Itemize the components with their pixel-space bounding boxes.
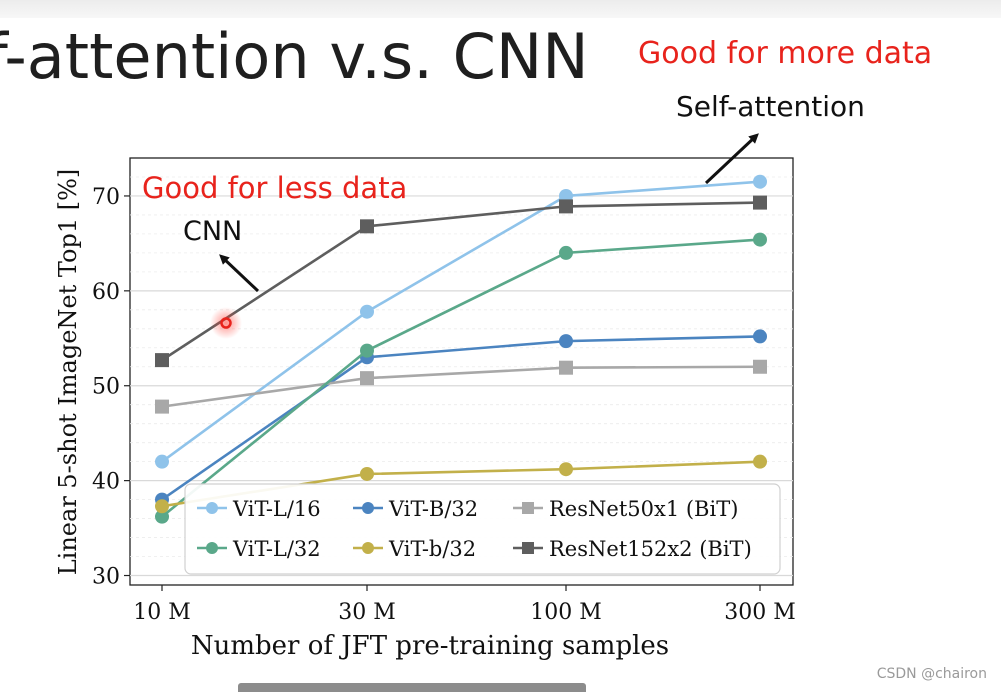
legend-box (184, 483, 781, 575)
data-point-vit-b-32 (559, 334, 573, 349)
series-line-vit-l-32 (161, 238, 761, 518)
series-line-resnet152x2-bit (161, 201, 761, 362)
data-point-vit-b-32 (753, 329, 767, 344)
y-axis-label: Linear 5-shot ImageNet Top1 [%] (54, 169, 82, 576)
data-point-vit-b-32 (753, 454, 767, 469)
x-tick-label: 100 M (530, 600, 602, 625)
y-axis: 30 40 50 60 70 (92, 185, 130, 590)
y-tick-label: 40 (92, 470, 120, 495)
legend-label-resnet50x1-bit: ResNet50x1 (BiT) (549, 497, 738, 521)
legend-marker-vit-b-32 (362, 502, 374, 514)
data-point-vit-l-32 (360, 343, 374, 358)
cursor-icon (220, 317, 232, 329)
data-point-resnet152x2-bit (155, 353, 169, 368)
x-axis: 10 M 30 M 100 M 300 M (133, 585, 796, 625)
data-point-vit-l-16 (155, 454, 169, 469)
x-tick-label: 10 M (133, 600, 191, 625)
x-axis-label: Number of JFT pre-training samples (191, 631, 669, 661)
bottom-scroll-bar[interactable] (238, 683, 586, 692)
data-point-vit-l-32 (753, 232, 767, 247)
arrow-self-attention (704, 133, 759, 185)
data-point-vit-b-32 (155, 499, 169, 514)
slide-title: f-attention v.s. CNN (0, 20, 589, 93)
series-line-vit-b-32 (161, 335, 761, 501)
label-cnn: CNN (183, 216, 242, 247)
note-more-data: Good for more data (638, 36, 933, 71)
data-point-resnet50x1-bit (360, 371, 374, 386)
legend: ViT-L/16 ViT-B/32 ResNet50x1 (BiT) ViT-L/32… (184, 483, 781, 575)
legend-label-vit-b-32: ViT-B/32 (388, 497, 478, 521)
data-point-resnet152x2-bit (360, 219, 374, 234)
data-point-resnet50x1-bit (559, 360, 573, 375)
y-tick-label: 50 (92, 375, 120, 400)
arrow-cnn (219, 254, 260, 293)
label-self-attention: Self-attention (676, 90, 865, 123)
x-tick-label: 30 M (338, 600, 396, 625)
legend-label-vit-l-16: ViT-L/16 (232, 497, 321, 521)
data-point-resnet50x1-bit (753, 359, 767, 374)
legend-marker-vit-l-32 (206, 542, 218, 554)
watermark: CSDN @chairon (876, 666, 987, 682)
legend-marker-resnet50x1-bit (522, 502, 534, 514)
cursor-glow (210, 307, 242, 339)
y-tick-label: 30 (92, 565, 120, 590)
y-tick-label: 60 (92, 280, 120, 305)
series-line-resnet50x1-bit (161, 365, 761, 408)
legend-label-vit-l-32: ViT-L/32 (232, 537, 321, 561)
data-point-vit-b-32 (559, 462, 573, 477)
data-point-resnet152x2-bit (559, 199, 573, 214)
legend-label-resnet152x2-bit: ResNet152x2 (BiT) (549, 537, 752, 561)
data-point-resnet50x1-bit (155, 399, 169, 414)
x-tick-label: 300 M (724, 600, 796, 625)
data-point-vit-l-16 (753, 174, 767, 189)
legend-marker-vit-b-32 (362, 542, 374, 554)
data-point-vit-b-32 (360, 466, 374, 481)
legend-marker-vit-l-16 (206, 502, 218, 514)
data-point-vit-l-32 (155, 509, 169, 524)
legend-label-vit-b-32: ViT-b/32 (388, 537, 476, 561)
data-point-vit-l-32 (559, 245, 573, 260)
series-line-vit-l-16 (161, 180, 761, 463)
legend-marker-resnet152x2-bit (522, 542, 534, 554)
note-less-data: Good for less data (142, 171, 407, 205)
y-tick-label: 70 (92, 185, 120, 210)
data-point-resnet152x2-bit (753, 195, 767, 210)
data-point-vit-l-16 (360, 304, 374, 319)
top-bar (0, 0, 1001, 18)
